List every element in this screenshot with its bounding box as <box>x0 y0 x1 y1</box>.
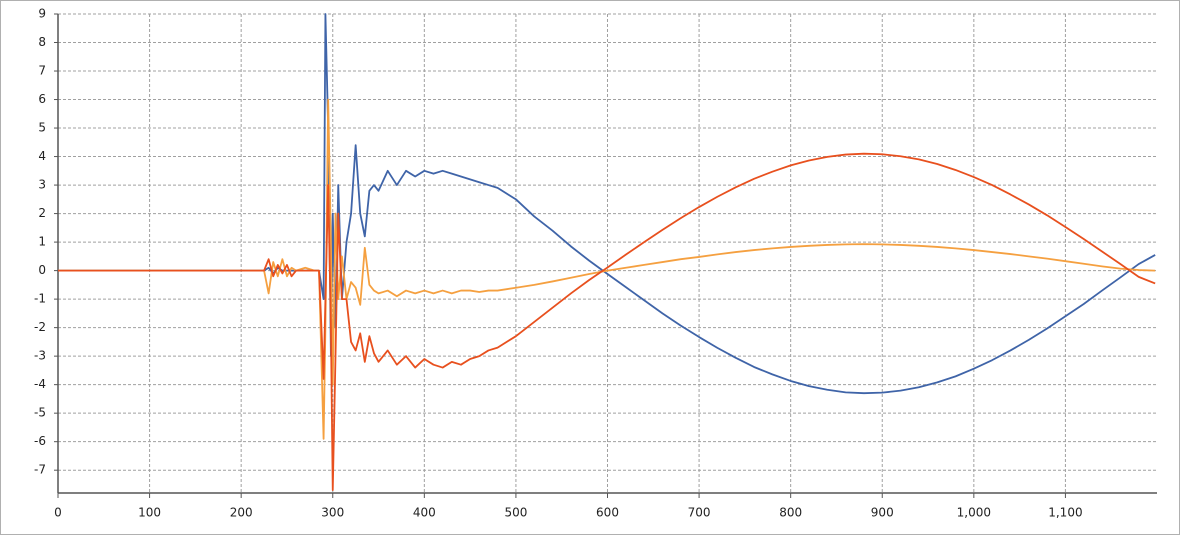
y-tick-label: 1 <box>38 235 46 249</box>
x-tick-label: 700 <box>688 506 711 520</box>
y-tick-label: 5 <box>38 121 46 135</box>
x-tick-label: 900 <box>871 506 894 520</box>
y-tick-label: -6 <box>34 434 46 448</box>
y-tick-label: -3 <box>34 349 46 363</box>
y-tick-label: 4 <box>38 149 46 163</box>
x-tick-label: 800 <box>779 506 802 520</box>
y-tick-label: -2 <box>34 320 46 334</box>
x-tick-label: 1,000 <box>957 506 991 520</box>
x-tick-label: 100 <box>138 506 161 520</box>
y-tick-label: -1 <box>34 292 46 306</box>
x-tick-label: 500 <box>504 506 527 520</box>
y-tick-label: -4 <box>34 377 46 391</box>
y-tick-label: 3 <box>38 178 46 192</box>
x-tick-label: 300 <box>321 506 344 520</box>
y-tick-label: 9 <box>38 7 46 21</box>
series-line <box>58 152 1156 492</box>
y-tick-label: 0 <box>38 263 46 277</box>
x-tick-label: 0 <box>54 506 62 520</box>
x-tick-label: 400 <box>413 506 436 520</box>
y-tick-label: 7 <box>38 64 46 78</box>
y-tick-label: 8 <box>38 35 46 49</box>
x-tick-label: 1,100 <box>1048 506 1082 520</box>
y-tick-label: 6 <box>38 92 46 106</box>
y-tick-label: -5 <box>34 406 46 420</box>
x-tick-label: 600 <box>596 506 619 520</box>
y-tick-label: -7 <box>34 463 46 477</box>
x-tick-label: 200 <box>230 506 253 520</box>
y-tick-label: 2 <box>38 206 46 220</box>
